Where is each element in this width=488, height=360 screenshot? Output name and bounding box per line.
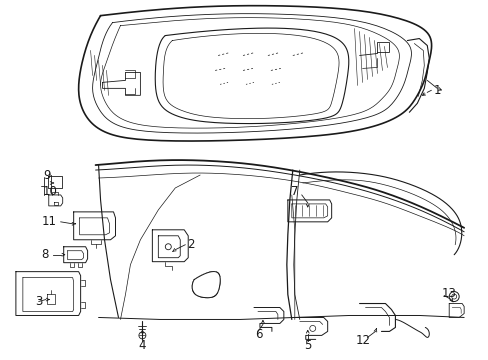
Text: 3: 3 bbox=[35, 295, 42, 308]
Text: 4: 4 bbox=[139, 339, 146, 352]
Text: 5: 5 bbox=[304, 339, 311, 352]
Text: 6: 6 bbox=[254, 328, 262, 341]
Text: 8: 8 bbox=[41, 248, 49, 261]
Text: 9: 9 bbox=[42, 168, 50, 181]
Polygon shape bbox=[192, 272, 220, 298]
Text: 13: 13 bbox=[440, 287, 455, 300]
Text: 11: 11 bbox=[41, 215, 57, 228]
Text: 12: 12 bbox=[355, 334, 370, 347]
Text: 2: 2 bbox=[187, 238, 194, 251]
Text: 1: 1 bbox=[432, 84, 440, 97]
Text: 7: 7 bbox=[290, 185, 298, 198]
Text: 10: 10 bbox=[42, 185, 58, 198]
